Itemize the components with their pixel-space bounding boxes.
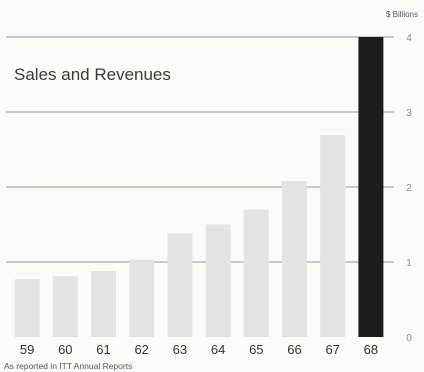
x-tick-label: 66	[287, 342, 301, 357]
x-tick-label: 67	[325, 342, 339, 357]
x-tick-label: 65	[249, 342, 263, 357]
x-tick-label: 61	[96, 342, 110, 357]
bar-60	[52, 276, 78, 337]
y-tick-label: 3	[406, 108, 412, 119]
x-tick-label: 62	[134, 342, 148, 357]
x-tick-label: 64	[211, 342, 225, 357]
bar-68	[358, 37, 384, 337]
bar-67	[320, 135, 346, 337]
x-tick-label: 59	[20, 342, 34, 357]
bar-59	[14, 279, 40, 337]
y-axis-ticks: 0 1 2 3 4	[406, 33, 412, 344]
x-tick-label: 68	[364, 342, 378, 357]
x-tick-label: 63	[173, 342, 187, 357]
bar-66	[282, 181, 307, 337]
bar-63	[167, 233, 193, 337]
bar-65	[243, 209, 269, 337]
chart-title: Sales and Revenues	[14, 65, 171, 84]
y-tick-label: 0	[406, 333, 412, 344]
y-tick-label: 4	[406, 33, 412, 44]
x-tick-label: 60	[58, 342, 72, 357]
source-note: As reported in ITT Annual Reports	[4, 361, 132, 371]
x-axis-ticks: 59 60 61 62 63 64 65 66 67 68	[20, 342, 378, 357]
bar-61	[91, 271, 116, 337]
y-tick-label: 2	[406, 183, 412, 194]
unit-label: $ Billions	[386, 10, 418, 19]
bars	[14, 37, 384, 337]
bar-62	[129, 259, 155, 337]
y-tick-label: 1	[406, 258, 412, 269]
bar-64	[205, 224, 231, 337]
